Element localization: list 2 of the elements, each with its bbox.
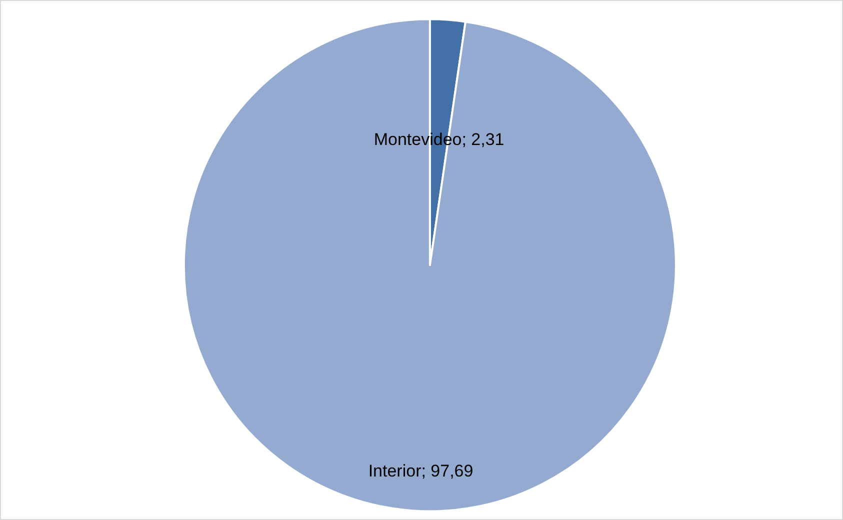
slice-label: Interior; 97,69 <box>368 461 474 480</box>
slice-label: Montevideo; 2,31 <box>374 130 504 149</box>
